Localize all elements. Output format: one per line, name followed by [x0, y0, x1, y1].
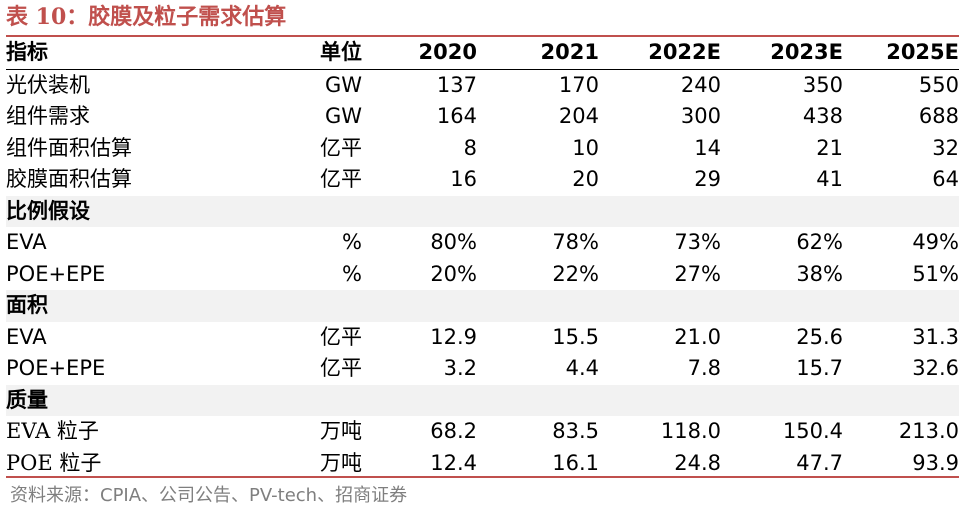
- row-unit-cell: 万吨: [320, 419, 362, 443]
- value-2023e-cell: 438: [802, 104, 843, 128]
- value-2020-cell: 12.4: [430, 450, 477, 475]
- value-2021-cell: 170: [558, 72, 599, 97]
- table-row: 组件需求 GW 164 204 300 438 688: [6, 101, 959, 133]
- value-2020-cell: 3.2: [443, 356, 477, 380]
- value-2023e-cell: 38%: [796, 261, 843, 286]
- value-2025e-cell: 49%: [912, 230, 959, 254]
- row-unit-cell: %: [342, 230, 362, 254]
- value-2021-cell: 16.1: [552, 450, 599, 475]
- value-2022e-cell: 29: [694, 167, 721, 191]
- row-indicator-cell: EVA: [6, 324, 47, 349]
- row-unit-cell: 亿平: [320, 356, 362, 380]
- value-2021-cell: 83.5: [552, 419, 599, 443]
- value-2025e-cell: 93.9: [912, 450, 959, 475]
- value-2020-cell: 164: [436, 104, 477, 128]
- value-2021-cell: 10: [572, 135, 599, 160]
- table-bottom-rule: [6, 476, 959, 478]
- value-2023e-cell: 62%: [796, 230, 843, 254]
- row-indicator-cell: 组件面积估算: [6, 135, 132, 160]
- value-2023e-cell: 150.4: [782, 419, 843, 443]
- value-2021-cell: 20: [572, 167, 599, 191]
- value-2023e-cell: 25.6: [796, 324, 843, 349]
- row-indicator-cell: 组件需求: [6, 104, 90, 128]
- value-2021-cell: 78%: [552, 230, 599, 254]
- value-2025e-cell: 688: [918, 104, 959, 128]
- row-unit-cell: 万吨: [320, 450, 362, 475]
- header-2021: 2021: [477, 37, 599, 70]
- header-indicator: 指标: [6, 37, 236, 70]
- row-unit-cell: 亿平: [320, 324, 362, 349]
- value-2021-cell: 22%: [552, 261, 599, 286]
- table-row: 组件面积估算 亿平 8 10 14 21 32: [6, 133, 959, 165]
- value-2020-cell: 16: [450, 167, 477, 191]
- value-2020-cell: 68.2: [430, 419, 477, 443]
- value-2025e-cell: 32.6: [912, 356, 959, 380]
- value-2025e-cell: 51%: [912, 261, 959, 286]
- value-2020-cell: 12.9: [430, 324, 477, 349]
- table-row: EVA% 80% 78% 73% 62% 49%: [6, 227, 959, 259]
- section-label: 质量: [6, 384, 959, 416]
- row-unit-cell: 亿平: [320, 167, 362, 191]
- table-row: EVA 亿平 12.9 15.5 21.0 25.6 31.3: [6, 322, 959, 354]
- table-row: 光伏装机 GW 137 170 240 350 550: [6, 69, 959, 101]
- section-row: 质量: [6, 384, 959, 416]
- table-row: EVA 粒子 万吨 68.2 83.5 118.0 150.4 213.0: [6, 416, 959, 448]
- table-row: POE+EPE% 20% 22% 27% 38% 51%: [6, 259, 959, 291]
- value-2025e-cell: 64: [932, 167, 959, 191]
- table-header-row: 指标 单位 2020 2021 2022E 2023E 2025E: [6, 37, 959, 70]
- row-unit-cell: GW: [324, 104, 362, 128]
- table-row: POE+EPE 亿平 3.2 4.4 7.8 15.7 32.6: [6, 353, 959, 385]
- value-2023e-cell: 47.7: [796, 450, 843, 475]
- value-2021-cell: 4.4: [565, 356, 599, 380]
- value-2022e-cell: 27%: [674, 261, 721, 286]
- demand-estimate-table: 指标 单位 2020 2021 2022E 2023E 2025E 光伏装机 GW…: [6, 37, 959, 479]
- value-2025e-cell: 31.3: [912, 324, 959, 349]
- value-2023e-cell: 41: [816, 167, 843, 191]
- row-indicator-cell: POE+EPE: [6, 261, 106, 286]
- value-2022e-cell: 73%: [674, 230, 721, 254]
- table-title: 表 10：胶膜及粒子需求估算: [6, 4, 287, 30]
- row-unit-cell: 亿平: [320, 135, 362, 160]
- header-2020: 2020: [362, 37, 477, 70]
- row-indicator-cell: POE 粒子: [6, 450, 102, 475]
- row-indicator-cell: POE+EPE: [6, 356, 106, 380]
- value-2023e-cell: 21: [816, 135, 843, 160]
- value-2023e-cell: 350: [802, 72, 843, 97]
- value-2025e-cell: 32: [932, 135, 959, 160]
- table-row: 胶膜面积估算 亿平 16 20 29 41 64: [6, 164, 959, 196]
- value-2021-cell: 15.5: [552, 324, 599, 349]
- value-2023e-cell: 15.7: [796, 356, 843, 380]
- value-2020-cell: 137: [436, 72, 477, 97]
- value-2020-cell: 80%: [430, 230, 477, 254]
- section-row: 面积: [6, 290, 959, 322]
- section-label: 比例假设: [6, 195, 959, 227]
- value-2022e-cell: 300: [680, 104, 721, 128]
- table-row: POE 粒子 万吨 12.4 16.1 24.8 47.7 93.9: [6, 448, 959, 480]
- header-unit: 单位: [236, 37, 362, 70]
- section-row: 比例假设: [6, 195, 959, 227]
- row-unit-cell: %: [342, 261, 362, 286]
- value-2022e-cell: 14: [694, 135, 721, 160]
- value-2022e-cell: 118.0: [660, 419, 721, 443]
- value-2022e-cell: 21.0: [674, 324, 721, 349]
- value-2020-cell: 8: [463, 135, 477, 160]
- value-2020-cell: 20%: [430, 261, 477, 286]
- value-2025e-cell: 213.0: [898, 419, 959, 443]
- title-divider: [6, 35, 959, 37]
- header-2022e: 2022E: [599, 37, 721, 70]
- value-2025e-cell: 550: [918, 72, 959, 97]
- header-2025e: 2025E: [843, 37, 959, 70]
- value-2022e-cell: 240: [680, 72, 721, 97]
- row-indicator-cell: 光伏装机: [6, 72, 90, 97]
- value-2021-cell: 204: [558, 104, 599, 128]
- row-indicator-cell: 胶膜面积估算: [6, 167, 132, 191]
- row-indicator-cell: EVA: [6, 230, 47, 254]
- value-2022e-cell: 7.8: [687, 356, 721, 380]
- source-note: 资料来源：CPIA、公司公告、PV-tech、招商证券: [10, 485, 408, 506]
- section-label: 面积: [6, 290, 959, 322]
- row-indicator-cell: EVA 粒子: [6, 419, 99, 443]
- header-2023e: 2023E: [721, 37, 843, 70]
- row-unit-cell: GW: [324, 72, 362, 97]
- value-2022e-cell: 24.8: [674, 450, 721, 475]
